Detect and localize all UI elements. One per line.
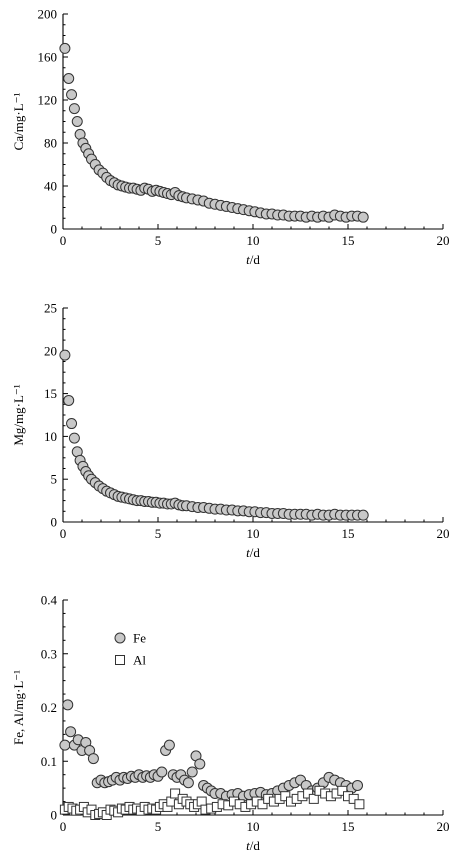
series-1 — [59, 42, 369, 223]
y-tick-label: 200 — [38, 7, 58, 22]
data-point-ca-mg — [357, 211, 369, 223]
data-point-fe — [62, 699, 74, 711]
data-point-fe — [194, 758, 206, 770]
x-tick-label: 10 — [247, 819, 260, 834]
chart-panel-2: 0 5 10 15 20 0 5 10 15 20 25 t/d Mg/mg·L⁻¹ — [11, 301, 450, 561]
data-point-ca-mg — [68, 432, 80, 444]
data-point-ca-mg — [66, 89, 78, 101]
series-al — [59, 785, 365, 820]
x-tick-label: 15 — [342, 819, 355, 834]
x-tick-label: 0 — [60, 819, 67, 834]
data-point-ca-mg — [71, 116, 83, 127]
data-point-ca-mg — [59, 42, 71, 54]
y-tick-label: 160 — [38, 50, 58, 65]
x-axis-title: t/d — [246, 252, 260, 267]
y-tick-label: 0.3 — [41, 646, 57, 661]
y-tick-label: 120 — [38, 93, 58, 108]
y-tick-label: 20 — [44, 343, 57, 358]
y-axis-title: Mg/mg·L⁻¹ — [11, 384, 26, 445]
data-point-fe — [59, 739, 71, 751]
data-point-al — [280, 791, 291, 802]
y-tick-label: 25 — [44, 301, 57, 316]
x-tick-label: 15 — [342, 526, 355, 541]
data-point-fe — [186, 766, 198, 778]
data-point-fe — [182, 777, 194, 789]
data-point-ca-mg — [357, 509, 369, 521]
y-axis-title: Fe, Al/mg·L⁻¹ — [11, 670, 26, 745]
data-point-ca-mg — [68, 103, 80, 115]
x-tick-label: 0 — [60, 233, 67, 248]
x-tick-label: 15 — [342, 233, 355, 248]
y-tick-label: 0.2 — [41, 700, 57, 715]
x-tick-label: 20 — [437, 233, 450, 248]
data-point-al — [170, 788, 181, 799]
y-tick-label: 10 — [44, 429, 57, 444]
y-tick-label: 0.1 — [41, 754, 57, 769]
data-point-fe — [87, 753, 99, 765]
x-tick-label: 10 — [247, 526, 260, 541]
data-point-ca-mg — [63, 394, 75, 406]
data-point-al — [303, 788, 314, 799]
x-tick-label: 20 — [437, 819, 450, 834]
data-point-al — [337, 785, 348, 796]
data-point-fe — [163, 739, 175, 751]
data-point-fe — [65, 726, 77, 738]
x-axis-title: t/d — [246, 838, 260, 853]
y-tick-label: 15 — [44, 386, 57, 401]
x-tick-label: 5 — [155, 526, 162, 541]
data-point-al — [348, 793, 359, 804]
x-axis-title: t/d — [246, 545, 260, 560]
chart-panel-3: 0 5 10 15 20 0 0.1 0.2 0.3 0.4 t/d Fe, Al/mg·L⁻¹ Fe A… — [11, 593, 450, 854]
legend-marker-al — [115, 655, 125, 665]
x-tick-label: 10 — [247, 233, 260, 248]
y-axis-title: Ca/mg·L⁻¹ — [11, 93, 26, 151]
data-point-al — [308, 793, 319, 804]
y-tick-label: 0 — [51, 808, 58, 823]
series-1 — [59, 349, 369, 521]
y-tick-label: 0.4 — [41, 593, 58, 608]
data-point-fe — [156, 766, 168, 778]
data-point-fe — [352, 779, 363, 791]
legend-label-fe: Fe — [133, 631, 146, 646]
x-tick-label: 20 — [437, 526, 450, 541]
legend-marker-fe — [114, 632, 126, 644]
legend: Fe Al — [114, 631, 146, 668]
y-tick-label: 0 — [51, 222, 58, 237]
legend-label-al: Al — [133, 653, 146, 668]
y-tick-label: 40 — [44, 179, 57, 194]
x-tick-label: 5 — [155, 233, 162, 248]
series-fe — [59, 699, 363, 802]
data-point-al — [257, 799, 268, 810]
y-tick-label: 5 — [51, 472, 58, 487]
x-tick-label: 0 — [60, 526, 67, 541]
y-tick-label: 0 — [51, 515, 58, 530]
data-point-ca-mg — [66, 418, 78, 430]
data-point-ca-mg — [59, 349, 71, 361]
data-point-ca-mg — [63, 73, 75, 84]
y-tick-label: 80 — [44, 136, 57, 151]
data-point-al — [354, 799, 365, 810]
x-tick-label: 5 — [155, 819, 162, 834]
